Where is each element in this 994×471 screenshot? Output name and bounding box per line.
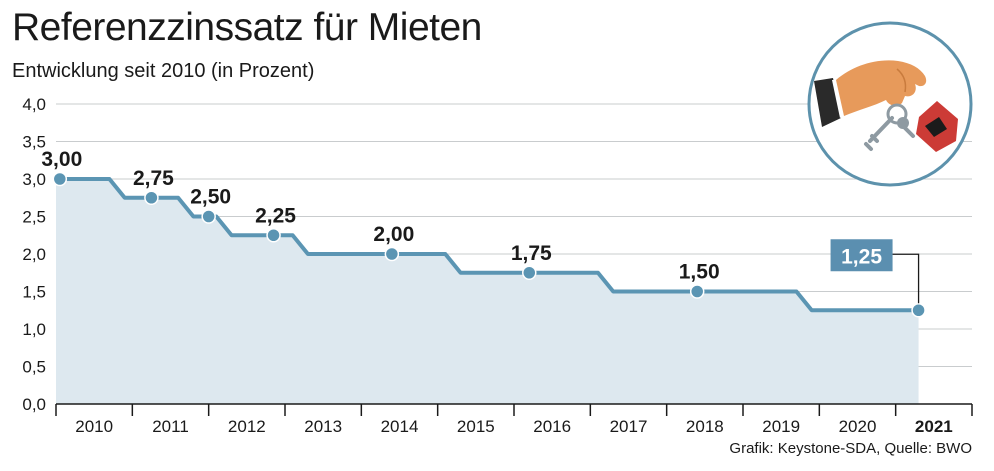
data-label: 2,00	[373, 223, 414, 246]
highlight-connector	[892, 253, 920, 304]
x-tick-label: 2012	[228, 417, 266, 436]
x-tick-label: 2018	[686, 417, 724, 436]
chart-title: Referenzzinssatz für Mieten	[12, 6, 482, 49]
x-tick-label: 2021	[915, 417, 953, 436]
data-point	[266, 228, 281, 243]
y-tick-label: 2,0	[22, 245, 46, 264]
x-tick-label: 2019	[762, 417, 800, 436]
y-tick-label: 3,0	[22, 170, 46, 189]
data-label: 1,25	[841, 245, 882, 268]
highlight-label-box	[830, 239, 893, 272]
data-point	[384, 246, 400, 262]
data-point	[52, 171, 68, 187]
x-tick-label: 2014	[381, 417, 419, 436]
x-tick-label: 2017	[610, 417, 648, 436]
x-tick-label: 2020	[839, 417, 877, 436]
data-point	[522, 265, 537, 280]
y-tick-labels: 0,0 0,5 1,0 1,5 2,0 2,5 3,0 3,5 4,0	[22, 95, 46, 414]
y-tick-label: 2,5	[22, 208, 46, 227]
hand-holding-house-keys-icon	[807, 21, 973, 187]
data-label: 2,75	[133, 167, 174, 190]
y-tick-label: 0,0	[22, 395, 46, 414]
y-tick-label: 0,5	[22, 358, 46, 377]
x-tick-label: 2015	[457, 417, 495, 436]
data-label: 3,00	[41, 148, 82, 171]
data-labels: 3,00 2,75 2,50 2,25 2,00 1,75 1,50 1,25	[41, 148, 920, 304]
data-point	[144, 190, 159, 205]
data-label: 1,50	[679, 261, 720, 284]
chart-subtitle: Entwicklung seit 2010 (in Prozent)	[12, 60, 315, 82]
y-tick-label: 1,5	[22, 283, 46, 302]
y-tick-label: 4,0	[22, 95, 46, 114]
x-tick-label: 2011	[152, 417, 189, 436]
data-point	[911, 303, 926, 318]
x-tick-label: 2010	[75, 417, 113, 436]
x-tick-label: 2016	[533, 417, 571, 436]
data-point	[201, 209, 216, 224]
x-tick-labels: 2010 2011 2012 2013 2014 2015 2016 2017 2018 2019…	[75, 417, 952, 436]
source-note: Grafik: Keystone-SDA, Quelle: BWO	[729, 440, 972, 457]
y-tick-label: 3,5	[22, 133, 46, 152]
data-label: 2,25	[255, 204, 296, 227]
data-point	[689, 284, 705, 299]
data-label: 2,50	[190, 186, 231, 209]
data-label: 1,75	[511, 242, 552, 265]
x-tick-label: 2013	[304, 417, 342, 436]
data-markers	[52, 171, 926, 318]
x-axis	[55, 403, 973, 416]
y-tick-label: 1,0	[22, 320, 46, 339]
